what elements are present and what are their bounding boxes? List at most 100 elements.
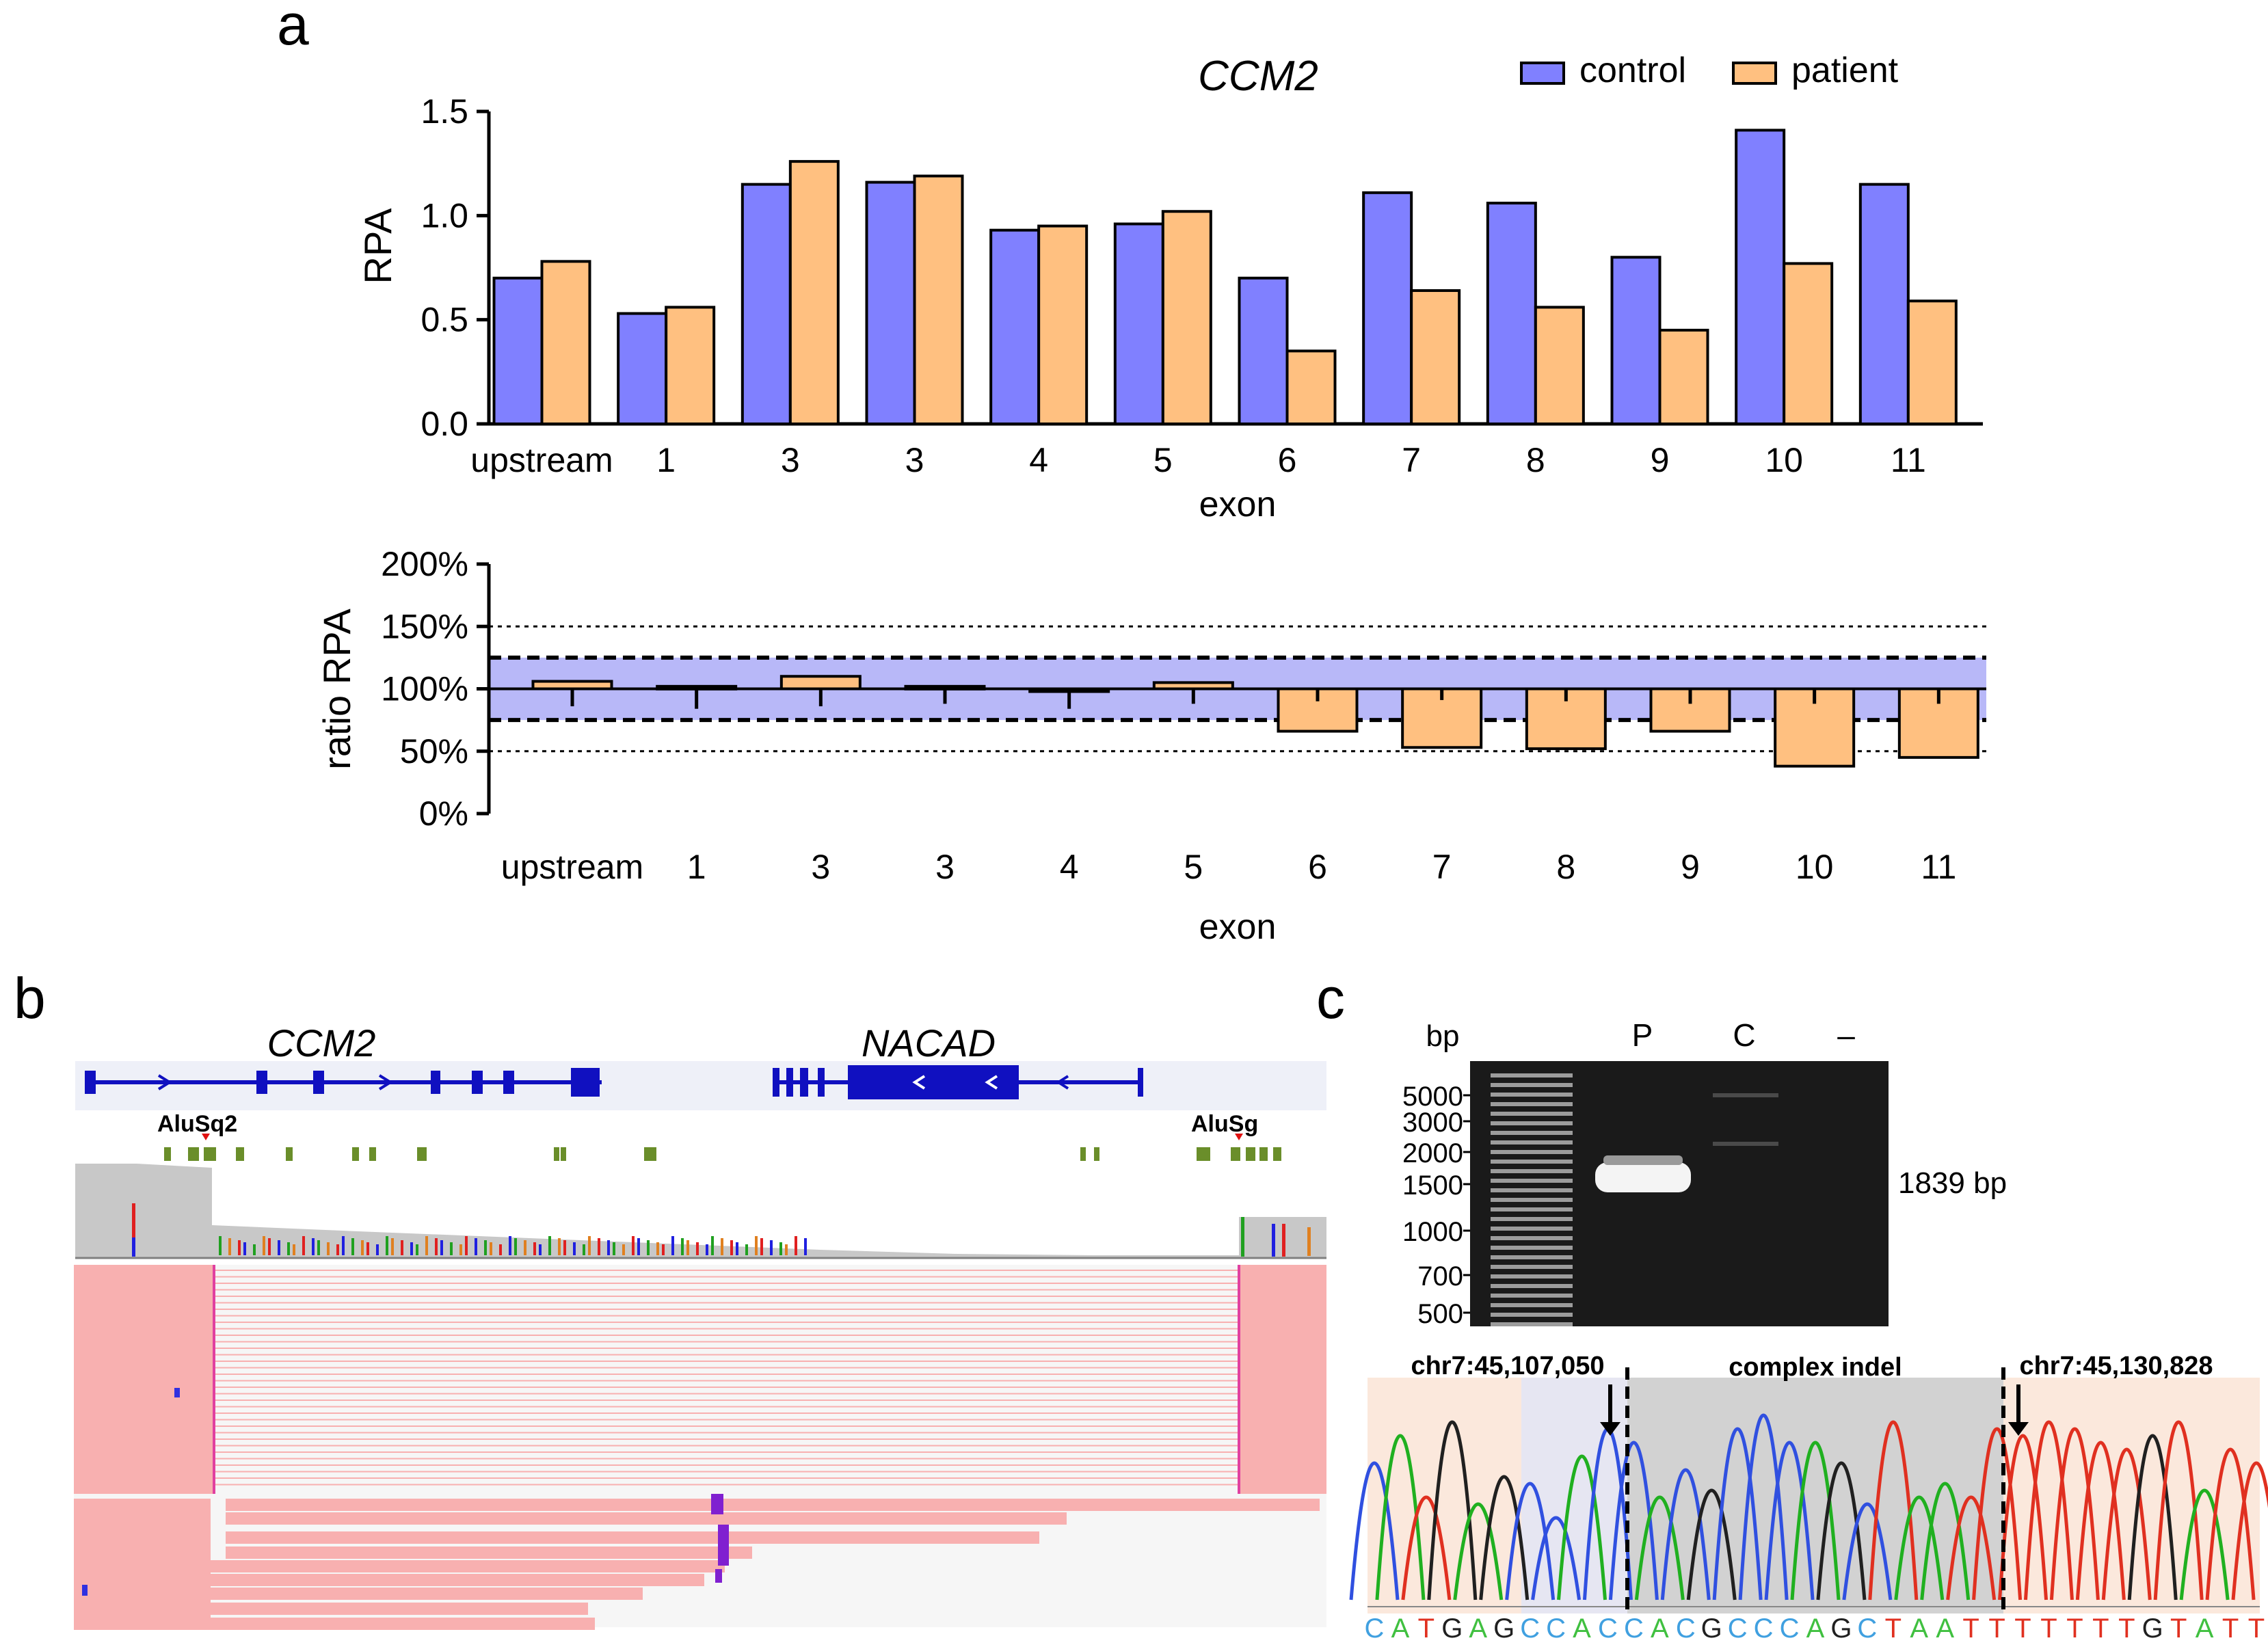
rpa-bar-control xyxy=(865,180,916,425)
sequence-base: C xyxy=(1728,1613,1748,1644)
ladder-band xyxy=(1491,1255,1573,1259)
ladder-label: 5000 xyxy=(1402,1082,1463,1112)
read xyxy=(226,1512,1067,1525)
variant-mark xyxy=(440,1240,443,1255)
rpa-bar-control xyxy=(617,312,668,425)
repeat-element xyxy=(286,1147,293,1161)
variant-mark xyxy=(238,1240,241,1255)
gel-lane-label-neg: – xyxy=(1837,1017,1855,1053)
variant-mark xyxy=(770,1240,773,1255)
sequence-base: T xyxy=(2248,1613,2265,1644)
variant-mark xyxy=(1272,1224,1275,1257)
rpa-bar-patient xyxy=(665,306,716,425)
ladder-band xyxy=(1491,1303,1573,1307)
rpa-x-ticks: upstream 1 3 3 4 5 6 7 8 9 10 11 xyxy=(470,441,1926,479)
ratio-y-tick-label: 0% xyxy=(419,794,468,833)
read xyxy=(74,1574,704,1586)
sequence-base: C xyxy=(1780,1613,1800,1644)
reads-track xyxy=(74,1265,1326,1630)
sequence-base: G xyxy=(1830,1613,1852,1644)
repeat-element xyxy=(352,1147,359,1161)
rpa-chart: CCM2 control patient RPA 0.0 0.5 1.0 1.5 ups… xyxy=(356,51,1983,524)
variant-mark xyxy=(730,1240,733,1255)
chromatogram-peak xyxy=(1842,1502,1893,1601)
ratio-bar xyxy=(904,684,986,691)
variant-mark xyxy=(228,1238,231,1255)
sequence-base: T xyxy=(2170,1613,2187,1644)
ladder-band xyxy=(1491,1198,1573,1202)
panel-label-a: a xyxy=(277,0,309,57)
rpa-y-tick-label: 0.0 xyxy=(421,405,468,443)
legend-swatch-control xyxy=(1520,62,1565,85)
variant-mark xyxy=(465,1236,468,1255)
variant-mark xyxy=(745,1244,748,1255)
rpa-bar-patient xyxy=(1410,289,1461,425)
legend-label-patient: patient xyxy=(1791,51,1899,90)
variant-mark xyxy=(563,1240,566,1255)
variant-mark xyxy=(342,1236,345,1255)
variant-mark xyxy=(721,1238,723,1255)
rpa-bar-control xyxy=(492,276,544,425)
ladder-label: 3000 xyxy=(1402,1108,1463,1138)
repeat-element xyxy=(1094,1147,1099,1161)
ratio-x-tick-label: 7 xyxy=(1432,848,1452,886)
chromatogram-peak xyxy=(1349,1461,1400,1601)
ratio-x-tick-label: 4 xyxy=(1060,848,1079,886)
rpa-bar-control xyxy=(1238,276,1289,425)
variant-mark xyxy=(287,1242,290,1255)
variant-mark xyxy=(302,1236,305,1255)
variant-mark xyxy=(475,1238,477,1255)
ladder-band xyxy=(1491,1265,1573,1269)
variant-mark xyxy=(607,1240,610,1255)
variant-mark xyxy=(760,1238,763,1255)
sequence-base: C xyxy=(1546,1613,1566,1644)
ccm2-gene-model xyxy=(85,1068,602,1097)
chromatogram-peak xyxy=(1998,1434,2049,1601)
variant-mark xyxy=(336,1244,339,1255)
variant-mark xyxy=(263,1236,265,1255)
variant-mark xyxy=(662,1244,665,1255)
gel-band-size-label: 1839 bp xyxy=(1898,1166,2007,1200)
repeat-element xyxy=(164,1147,171,1161)
variant-mark xyxy=(613,1242,615,1255)
chromatogram-peak xyxy=(1738,1413,1789,1601)
variant-mark xyxy=(686,1240,689,1255)
rpa-x-tick-label: 11 xyxy=(1891,441,1926,479)
right-breakpoint-label: chr7:45,130,828 xyxy=(2019,1352,2213,1380)
coverage-track xyxy=(75,1162,1326,1259)
variant-mark xyxy=(681,1238,684,1255)
gel-band-control-2 xyxy=(1713,1142,1778,1146)
variant-mark xyxy=(351,1238,354,1255)
sequence-base: T xyxy=(1988,1613,2005,1644)
rpa-bar-patient xyxy=(788,160,840,425)
ratio-x-tick-label: 10 xyxy=(1796,848,1834,886)
sequence-base: G xyxy=(2142,1613,2163,1644)
variant-mark xyxy=(425,1236,428,1255)
ladder-band xyxy=(1491,1274,1573,1278)
variant-mark xyxy=(1307,1227,1311,1256)
variant-mark xyxy=(696,1242,699,1255)
sequence-base: T xyxy=(2118,1613,2135,1644)
rpa-x-tick-label: 8 xyxy=(1526,441,1545,479)
variant-mark xyxy=(293,1244,295,1255)
rpa-y-tick-label: 1.0 xyxy=(421,196,468,235)
variant-mark xyxy=(1241,1217,1244,1257)
ratio-y-tick-label: 100% xyxy=(381,670,468,708)
ladder-band xyxy=(1491,1294,1573,1298)
sequence-base: T xyxy=(2014,1613,2031,1644)
chromatogram-peak xyxy=(1401,1495,1452,1601)
chromatogram-peak xyxy=(1453,1502,1504,1601)
ratio-x-tick-label: 8 xyxy=(1556,848,1575,886)
ratio-x-tick-label: 1 xyxy=(687,848,706,886)
ratio-bar xyxy=(1152,681,1234,691)
ladder-band xyxy=(1491,1169,1573,1173)
repeat-element xyxy=(204,1147,216,1161)
gel-lane-label-c: C xyxy=(1733,1017,1755,1053)
sequence-base: T xyxy=(1885,1613,1902,1644)
variant-mark xyxy=(484,1240,487,1255)
sequence-base: A xyxy=(1806,1613,1825,1644)
repeat-element xyxy=(369,1147,376,1161)
ladder-band xyxy=(1491,1188,1573,1192)
